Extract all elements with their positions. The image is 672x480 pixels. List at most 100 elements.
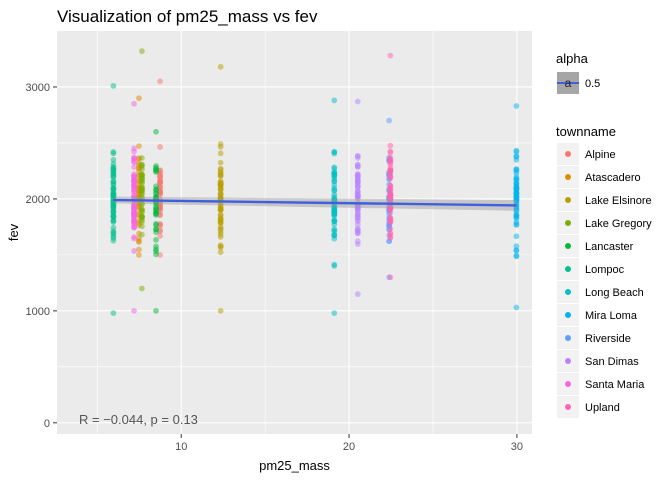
data-point (217, 191, 224, 197)
data-point (513, 148, 520, 155)
legend-key (565, 151, 571, 157)
legend-item: Atascadero (557, 166, 641, 188)
data-point (331, 191, 338, 198)
data-point (513, 243, 520, 250)
data-point (387, 187, 394, 193)
legend-item: Upland (557, 396, 620, 418)
data-point (331, 165, 338, 172)
legend-key (565, 312, 571, 318)
data-point (131, 224, 137, 231)
y-axis-title: fev (6, 223, 21, 241)
data-point (157, 144, 163, 150)
y-tick-label: 2000 (26, 194, 50, 206)
data-point (387, 182, 394, 189)
data-point (131, 248, 137, 254)
data-point (110, 82, 117, 89)
legend-key (565, 404, 571, 410)
data-point (157, 78, 163, 85)
legend-item: Lancaster (557, 235, 634, 257)
data-point (387, 167, 394, 173)
data-point (217, 159, 224, 166)
legend-item: Lake Gregory (557, 212, 652, 234)
data-point (354, 164, 361, 170)
data-point (110, 310, 117, 316)
data-point (153, 128, 159, 135)
data-point (217, 181, 224, 188)
data-point (354, 195, 361, 202)
color-legend-title: townname (556, 124, 616, 139)
data-point (217, 186, 224, 192)
data-point (387, 161, 394, 168)
data-point (387, 226, 394, 232)
data-point (131, 234, 137, 240)
data-point (354, 204, 361, 210)
data-point (387, 204, 394, 211)
data-point (110, 185, 117, 192)
data-point (513, 212, 520, 219)
data-point (217, 249, 224, 256)
data-point (387, 274, 394, 281)
data-point (153, 236, 159, 243)
data-point (513, 219, 520, 225)
legend-key (565, 335, 571, 341)
data-point (217, 204, 224, 211)
data-point (139, 201, 145, 207)
legend-label: Riverside (585, 333, 631, 345)
data-point (139, 163, 145, 170)
data-point (386, 117, 393, 124)
data-point (387, 218, 394, 225)
data-point (153, 210, 159, 217)
legend-key (565, 289, 571, 295)
data-point (513, 181, 520, 188)
data-point (110, 156, 117, 163)
data-point (387, 192, 394, 199)
data-point (110, 229, 117, 236)
legend: alpha a 0.5 townname Alpine Atascadero Lak… (556, 51, 652, 418)
data-point (153, 220, 159, 227)
data-point (217, 141, 224, 147)
data-point (354, 227, 361, 233)
data-point (153, 194, 159, 201)
alpha-legend-label: 0.5 (585, 78, 600, 90)
legend-key (565, 243, 571, 249)
legend-item: Mira Loma (557, 304, 638, 326)
legend-label: Santa Maria (585, 379, 645, 391)
data-point (331, 205, 338, 212)
alpha-legend-title: alpha (556, 51, 589, 66)
legend-label: Lompoc (585, 264, 625, 276)
data-point (354, 291, 361, 297)
y-tick-label: 0 (44, 418, 50, 430)
data-point (513, 252, 520, 259)
data-point (139, 155, 145, 161)
legend-key (565, 197, 571, 203)
data-point (331, 261, 338, 268)
data-point (387, 174, 394, 180)
data-point (110, 190, 117, 197)
data-point (110, 174, 117, 180)
data-point (139, 194, 145, 201)
data-point (217, 225, 224, 232)
data-point (139, 231, 145, 238)
legend-item: Alpine (557, 143, 616, 165)
data-point (157, 232, 163, 239)
data-point (136, 238, 142, 244)
data-point (331, 182, 338, 189)
x-axis-title: pm25_mass (259, 458, 330, 473)
legend-key (565, 174, 571, 180)
data-point (513, 207, 520, 214)
data-point (513, 247, 520, 254)
data-point (131, 100, 137, 107)
x-tick-label: 10 (175, 441, 187, 453)
data-point (139, 176, 145, 182)
data-point (217, 307, 224, 314)
data-point (387, 142, 394, 149)
data-point (153, 167, 159, 174)
x-axis-ticks: 10 20 30 (175, 434, 523, 453)
legend-key (565, 220, 571, 226)
x-tick-label: 20 (343, 441, 355, 453)
data-point (513, 233, 520, 240)
data-point (110, 168, 117, 175)
data-point (513, 186, 520, 193)
data-point (387, 235, 394, 241)
plot-panel (57, 31, 532, 434)
